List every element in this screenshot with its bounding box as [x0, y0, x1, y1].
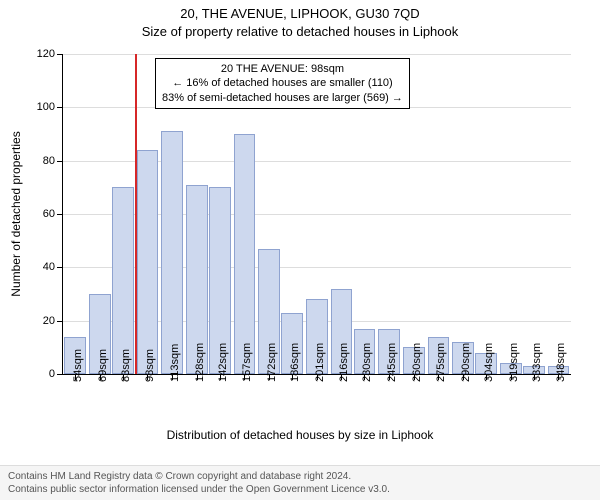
gridline [63, 54, 571, 55]
x-tick-label: 304sqm [483, 343, 495, 382]
x-tick-label: 216sqm [338, 343, 350, 382]
footer-line-2: Contains public sector information licen… [8, 483, 592, 496]
plot-area: 02040608010012054sqm69sqm83sqm98sqm113sq… [62, 54, 571, 375]
y-tick-label: 40 [43, 261, 63, 273]
y-axis-label: Number of detached properties [9, 131, 23, 296]
annotation-line: 20 THE AVENUE: 98sqm [162, 62, 403, 76]
x-tick-label: 201sqm [314, 343, 326, 382]
x-tick-label: 290sqm [460, 343, 472, 382]
histogram-bar [137, 150, 159, 374]
x-tick-label: 230sqm [361, 343, 373, 382]
x-tick-label: 128sqm [194, 343, 206, 382]
y-tick-label: 120 [37, 48, 63, 60]
y-tick-label: 80 [43, 155, 63, 167]
x-tick-label: 69sqm [97, 349, 109, 382]
x-tick-label: 98sqm [144, 349, 156, 382]
chart-title-sub: Size of property relative to detached ho… [0, 24, 600, 39]
x-tick-label: 186sqm [289, 343, 301, 382]
x-tick-label: 260sqm [411, 343, 423, 382]
x-tick-label: 113sqm [169, 344, 181, 382]
annotation-line: ← 16% of detached houses are smaller (11… [162, 76, 403, 90]
x-tick-label: 319sqm [508, 343, 520, 382]
x-tick-label: 172sqm [266, 343, 278, 382]
x-tick-label: 333sqm [531, 343, 543, 382]
x-tick-label: 157sqm [241, 343, 253, 382]
annotation-box: 20 THE AVENUE: 98sqm← 16% of detached ho… [155, 58, 410, 109]
chart-title-main: 20, THE AVENUE, LIPHOOK, GU30 7QD [0, 6, 600, 21]
x-tick-label: 83sqm [120, 349, 132, 382]
y-tick-label: 0 [49, 368, 63, 380]
histogram-bar [161, 131, 183, 374]
y-tick-label: 100 [37, 101, 63, 113]
x-axis-label: Distribution of detached houses by size … [0, 428, 600, 442]
x-tick-label: 275sqm [435, 343, 447, 382]
footer-line-1: Contains HM Land Registry data © Crown c… [8, 470, 592, 483]
x-tick-label: 348sqm [555, 343, 567, 382]
annotation-line: 83% of semi-detached houses are larger (… [162, 91, 403, 105]
reference-line [135, 54, 137, 374]
footer: Contains HM Land Registry data © Crown c… [0, 465, 600, 500]
x-tick-label: 54sqm [72, 349, 84, 382]
x-tick-label: 245sqm [386, 343, 398, 382]
y-tick-label: 20 [43, 315, 63, 327]
y-tick-label: 60 [43, 208, 63, 220]
chart-container: 20, THE AVENUE, LIPHOOK, GU30 7QD Size o… [0, 0, 600, 500]
x-tick-label: 142sqm [217, 343, 229, 382]
histogram-bar [234, 134, 256, 374]
histogram-bar [112, 187, 134, 374]
